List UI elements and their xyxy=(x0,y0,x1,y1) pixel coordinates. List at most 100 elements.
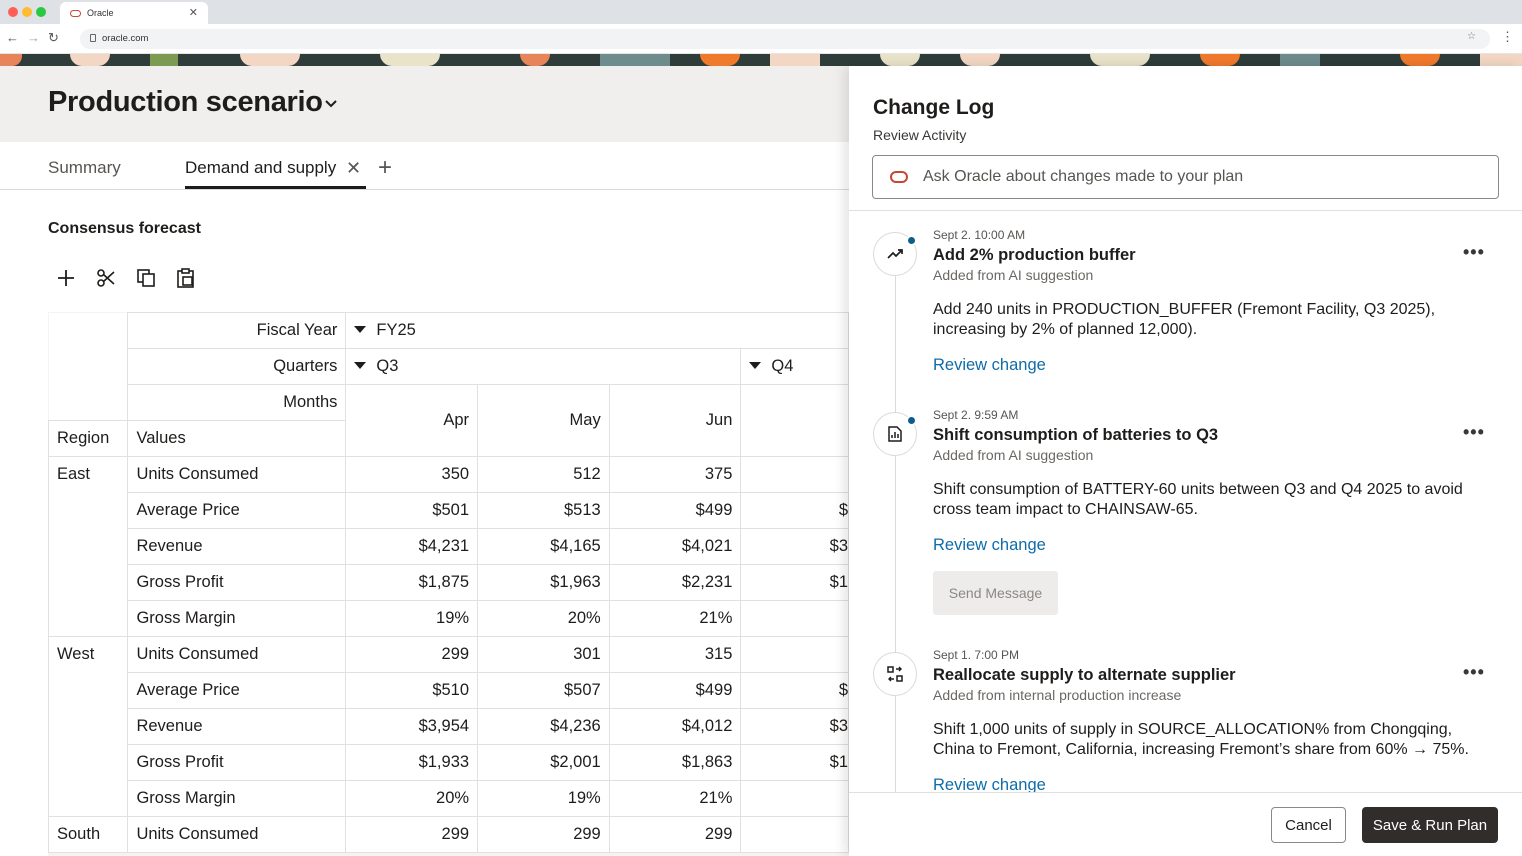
value-cell[interactable]: $1,875 xyxy=(345,564,479,601)
close-tab-icon[interactable]: ✕ xyxy=(188,7,198,19)
value-cell[interactable]: $510 xyxy=(345,672,479,709)
partial-value-cell[interactable]: $3 xyxy=(740,708,849,745)
maximize-window-button[interactable] xyxy=(36,7,46,17)
paste-icon[interactable] xyxy=(175,267,197,289)
value-label-cell[interactable]: Gross Profit xyxy=(127,744,347,781)
value-cell[interactable]: $3,954 xyxy=(345,708,479,745)
value-cell[interactable]: 21% xyxy=(608,600,742,637)
value-cell[interactable]: $499 xyxy=(608,492,742,529)
value-cell[interactable]: 301 xyxy=(477,636,610,673)
partial-value-cell[interactable] xyxy=(740,780,849,817)
value-label-cell[interactable]: Revenue xyxy=(127,528,347,565)
close-window-button[interactable] xyxy=(8,7,18,17)
tab-summary[interactable]: Summary xyxy=(48,158,121,177)
value-label-cell[interactable]: Units Consumed xyxy=(127,816,347,853)
partial-value-cell[interactable] xyxy=(740,816,849,853)
url-field[interactable]: oracle.com xyxy=(80,29,1490,49)
partial-value-cell[interactable]: $1 xyxy=(740,564,849,601)
month-header[interactable]: Jun xyxy=(608,384,742,457)
bookmark-star-icon[interactable]: ☆ xyxy=(1467,31,1476,42)
ask-oracle-input[interactable] xyxy=(923,166,1483,188)
more-options-icon[interactable]: ••• xyxy=(1463,242,1485,262)
reload-icon[interactable]: ↻ xyxy=(48,30,59,45)
value-label-cell[interactable]: Gross Margin xyxy=(127,780,347,817)
send-message-button[interactable]: Send Message xyxy=(933,571,1058,615)
review-change-link[interactable]: Review change xyxy=(933,776,1046,794)
month-header[interactable]: Apr xyxy=(345,384,479,457)
value-cell[interactable]: 299 xyxy=(477,816,610,853)
value-cell[interactable]: 19% xyxy=(345,600,479,637)
value-cell[interactable]: 21% xyxy=(608,780,742,817)
value-cell[interactable]: 315 xyxy=(608,636,742,673)
value-cell[interactable]: 299 xyxy=(345,636,479,673)
value-cell[interactable]: $1,933 xyxy=(345,744,479,781)
month-header[interactable]: May xyxy=(477,384,610,457)
value-cell[interactable]: $1,863 xyxy=(608,744,742,781)
quarter-header-q4[interactable]: Q4 xyxy=(740,348,849,385)
region-cell[interactable]: West xyxy=(48,636,129,817)
value-cell[interactable]: 20% xyxy=(477,600,610,637)
value-cell[interactable]: $4,165 xyxy=(477,528,610,565)
region-cell[interactable]: South xyxy=(48,816,129,853)
value-cell[interactable]: $501 xyxy=(345,492,479,529)
save-and-run-plan-button[interactable]: Save & Run Plan xyxy=(1362,807,1498,843)
region-cell[interactable]: East xyxy=(48,456,129,637)
value-label-cell[interactable]: Gross Profit xyxy=(127,564,347,601)
add-icon[interactable] xyxy=(55,267,77,289)
value-cell[interactable]: 350 xyxy=(345,456,479,493)
partial-value-cell[interactable] xyxy=(740,600,849,637)
tab-demand-and-supply[interactable]: Demand and supply xyxy=(185,158,337,177)
value-cell[interactable]: 20% xyxy=(345,780,479,817)
value-cell[interactable]: $499 xyxy=(608,672,742,709)
value-label-cell[interactable]: Average Price xyxy=(127,672,347,709)
page-title[interactable]: Production scenario xyxy=(48,86,323,118)
copy-icon[interactable] xyxy=(135,267,157,289)
partial-value-cell[interactable] xyxy=(740,636,849,673)
value-cell[interactable]: 299 xyxy=(608,816,742,853)
value-cell[interactable]: $4,231 xyxy=(345,528,479,565)
more-options-icon[interactable]: ••• xyxy=(1463,422,1485,442)
expand-triangle-icon[interactable] xyxy=(354,326,367,334)
value-cell[interactable]: $513 xyxy=(477,492,610,529)
value-label-cell[interactable]: Gross Margin xyxy=(127,600,347,637)
expand-triangle-icon[interactable] xyxy=(354,362,367,370)
value-cell[interactable]: $507 xyxy=(477,672,610,709)
partial-value-cell[interactable] xyxy=(740,456,849,493)
value-cell[interactable]: 299 xyxy=(345,816,479,853)
value-label-cell[interactable]: Revenue xyxy=(127,708,347,745)
ask-oracle-field[interactable] xyxy=(872,155,1499,199)
partial-value-cell[interactable]: $1 xyxy=(740,744,849,781)
value-label-cell[interactable]: Average Price xyxy=(127,492,347,529)
timeline-line xyxy=(895,256,896,792)
value-cell[interactable]: 19% xyxy=(477,780,610,817)
quarter-header-q3[interactable]: Q3 xyxy=(345,348,742,385)
browser-menu-icon[interactable]: ⋮ xyxy=(1501,29,1514,44)
cut-icon[interactable] xyxy=(95,267,117,289)
browser-tab[interactable]: Oracle ✕ xyxy=(60,2,208,24)
value-cell[interactable]: $2,001 xyxy=(477,744,610,781)
chevron-down-icon[interactable] xyxy=(323,96,339,112)
value-cell[interactable]: $2,231 xyxy=(608,564,742,601)
partial-value-cell[interactable]: $ xyxy=(740,492,849,529)
minimize-window-button[interactable] xyxy=(22,7,32,17)
more-options-icon[interactable]: ••• xyxy=(1463,662,1485,682)
value-label-cell[interactable]: Units Consumed xyxy=(127,456,347,493)
close-tab-icon[interactable]: ✕ xyxy=(346,158,362,178)
add-tab-icon[interactable]: + xyxy=(378,154,393,181)
value-cell[interactable]: 512 xyxy=(477,456,610,493)
review-change-link[interactable]: Review change xyxy=(933,356,1046,374)
partial-value-cell[interactable]: $ xyxy=(740,672,849,709)
value-cell[interactable]: $4,012 xyxy=(608,708,742,745)
value-cell[interactable]: 375 xyxy=(608,456,742,493)
review-change-link[interactable]: Review change xyxy=(933,536,1046,554)
value-cell[interactable]: $4,021 xyxy=(608,528,742,565)
value-cell[interactable]: $4,236 xyxy=(477,708,610,745)
value-cell[interactable]: $1,963 xyxy=(477,564,610,601)
cancel-button[interactable]: Cancel xyxy=(1271,807,1346,843)
fiscal-year-header[interactable]: FY25 xyxy=(345,312,849,349)
partial-value-cell[interactable]: $3 xyxy=(740,528,849,565)
expand-triangle-icon[interactable] xyxy=(749,362,762,370)
value-label-cell[interactable]: Units Consumed xyxy=(127,636,347,673)
back-icon[interactable]: ← xyxy=(6,30,19,45)
forward-icon[interactable]: → xyxy=(27,30,40,45)
